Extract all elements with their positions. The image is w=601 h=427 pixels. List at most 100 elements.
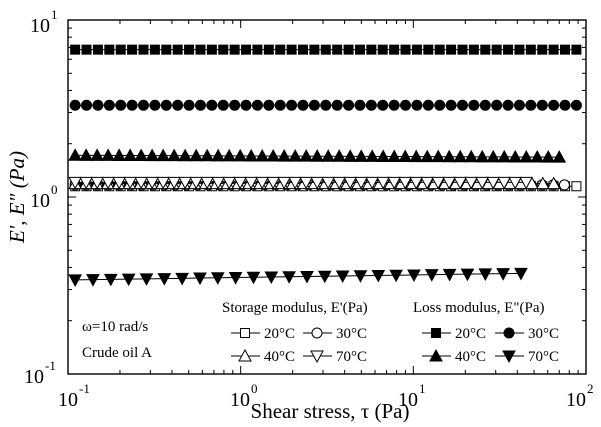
data-point [275, 44, 286, 55]
data-point [354, 99, 366, 111]
data-point [81, 99, 93, 111]
series-loss-40C [68, 148, 567, 163]
data-point [222, 148, 237, 162]
data-point [317, 270, 332, 284]
data-point [331, 99, 343, 111]
data-point [263, 44, 274, 55]
data-point [112, 148, 126, 161]
data-point [103, 273, 118, 287]
data-point [160, 99, 172, 111]
data-point [411, 44, 422, 55]
series-loss-20C [70, 44, 582, 55]
series-loss-70C [68, 267, 528, 287]
legend-marker-loss-30 [503, 327, 515, 339]
data-point [321, 176, 335, 190]
data-point [115, 44, 126, 55]
data-point [423, 44, 434, 55]
data-point [460, 268, 475, 282]
y-tick-label-0: 10 [24, 366, 44, 388]
data-point [288, 176, 302, 190]
data-point [475, 149, 490, 163]
data-point [282, 271, 296, 284]
legend-title-storage: Storage modulus, E'(Pa) [222, 300, 368, 316]
data-point [244, 176, 258, 190]
data-point [353, 270, 368, 283]
data-point [478, 268, 493, 281]
data-point [240, 99, 252, 111]
data-point [376, 176, 390, 190]
data-point [464, 176, 478, 190]
data-point [200, 176, 214, 190]
data-point [431, 176, 445, 190]
data-point [139, 273, 154, 286]
data-point [400, 99, 412, 111]
data-point [300, 270, 314, 284]
data-point [571, 181, 582, 192]
data-point [127, 44, 138, 55]
legend-marker-loss-20 [431, 328, 441, 338]
data-point [420, 176, 434, 190]
legend-label-storage-30: 30°C [336, 326, 367, 342]
data-point [264, 271, 279, 285]
data-point [68, 148, 82, 161]
data-point [457, 44, 468, 55]
data-point [442, 176, 456, 190]
legend-marker-storage-30 [311, 327, 323, 339]
data-point [388, 99, 400, 111]
legend-marker-storage-20 [240, 328, 250, 338]
data-point [172, 44, 183, 55]
data-point [503, 44, 514, 55]
data-point [277, 176, 291, 190]
data-point [178, 176, 192, 190]
data-point [288, 149, 303, 162]
data-point [101, 148, 115, 161]
data-point [123, 148, 138, 162]
x-tick-label-3: 10 [566, 389, 586, 411]
data-point [297, 44, 308, 55]
data-point [161, 44, 172, 55]
y-tick-exp-0: -1 [45, 358, 56, 373]
data-point [149, 44, 160, 55]
data-point [371, 269, 386, 283]
data-point [446, 44, 457, 55]
legend-marker-loss-70 [502, 350, 516, 364]
data-point [90, 148, 104, 161]
data-point [112, 176, 126, 190]
data-point [92, 44, 103, 55]
data-point [79, 176, 93, 190]
data-point [398, 176, 412, 190]
data-point [263, 99, 275, 111]
data-point [365, 149, 380, 162]
data-point [479, 99, 491, 111]
y-tick-exp-1: 0 [51, 182, 58, 197]
data-point [468, 44, 479, 55]
data-point [218, 44, 229, 55]
data-point [194, 99, 206, 111]
data-point [320, 44, 331, 55]
data-point [335, 270, 350, 284]
data-point [229, 99, 241, 111]
data-point [70, 44, 81, 55]
data-point [442, 268, 457, 282]
data-point [332, 176, 346, 190]
legend-label-loss-70: 70°C [528, 349, 559, 365]
data-point [496, 268, 510, 281]
data-point [445, 99, 457, 111]
data-point [508, 176, 522, 190]
data-point [206, 44, 217, 55]
data-point [519, 149, 534, 163]
data-point [228, 272, 243, 285]
data-point [400, 44, 411, 55]
data-point [69, 99, 81, 111]
data-point [200, 148, 215, 162]
data-point [86, 274, 100, 287]
data-point [266, 176, 280, 190]
data-point [442, 149, 457, 163]
x-tick-exp-1: 0 [251, 381, 258, 396]
data-point [525, 44, 536, 55]
data-point [286, 44, 297, 55]
data-point [189, 148, 204, 162]
data-point [286, 99, 298, 111]
data-point [411, 99, 423, 111]
data-point [354, 176, 368, 190]
